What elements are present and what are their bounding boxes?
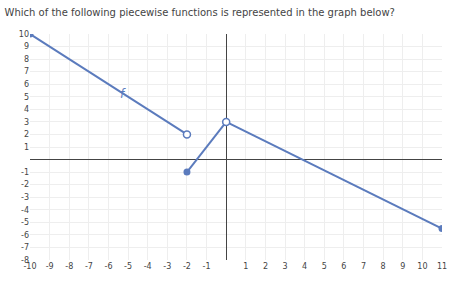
svg-text:3: 3 (283, 262, 288, 271)
svg-text:-2: -2 (183, 262, 191, 271)
svg-text:3: 3 (24, 118, 29, 127)
svg-text:11: 11 (437, 262, 447, 271)
svg-text:5: 5 (322, 262, 327, 271)
svg-text:-2: -2 (21, 180, 29, 189)
svg-text:-3: -3 (163, 262, 171, 271)
svg-text:7: 7 (361, 262, 366, 271)
svg-text:7: 7 (24, 67, 29, 76)
svg-text:-6: -6 (104, 262, 112, 271)
svg-text:f: f (120, 87, 126, 101)
svg-text:2: 2 (263, 262, 268, 271)
svg-text:-4: -4 (21, 206, 29, 215)
svg-text:2: 2 (24, 130, 29, 139)
svg-text:6: 6 (341, 262, 346, 271)
svg-text:-9: -9 (46, 262, 54, 271)
svg-text:1: 1 (24, 143, 29, 152)
svg-text:1: 1 (243, 262, 248, 271)
svg-text:6: 6 (24, 80, 29, 89)
svg-text:10: 10 (19, 30, 29, 39)
svg-text:-6: -6 (21, 231, 29, 240)
svg-text:Which of the following piecewi: Which of the following piecewise functio… (5, 7, 395, 18)
svg-text:9: 9 (24, 42, 29, 51)
svg-text:-10: -10 (23, 262, 36, 271)
svg-text:-1: -1 (203, 262, 211, 271)
svg-text:4: 4 (302, 262, 307, 271)
svg-text:8: 8 (24, 55, 29, 64)
svg-text:-7: -7 (21, 243, 29, 252)
svg-text:-7: -7 (85, 262, 93, 271)
svg-text:-8: -8 (21, 256, 29, 265)
svg-text:4: 4 (24, 105, 29, 114)
svg-text:-8: -8 (65, 262, 73, 271)
svg-text:-1: -1 (21, 168, 29, 177)
svg-text:-5: -5 (124, 262, 132, 271)
svg-text:10: 10 (417, 262, 427, 271)
svg-text:-3: -3 (21, 193, 29, 202)
svg-text:8: 8 (381, 262, 386, 271)
svg-text:-4: -4 (144, 262, 152, 271)
svg-text:9: 9 (400, 262, 405, 271)
svg-text:-5: -5 (21, 218, 29, 227)
svg-text:5: 5 (24, 93, 29, 102)
